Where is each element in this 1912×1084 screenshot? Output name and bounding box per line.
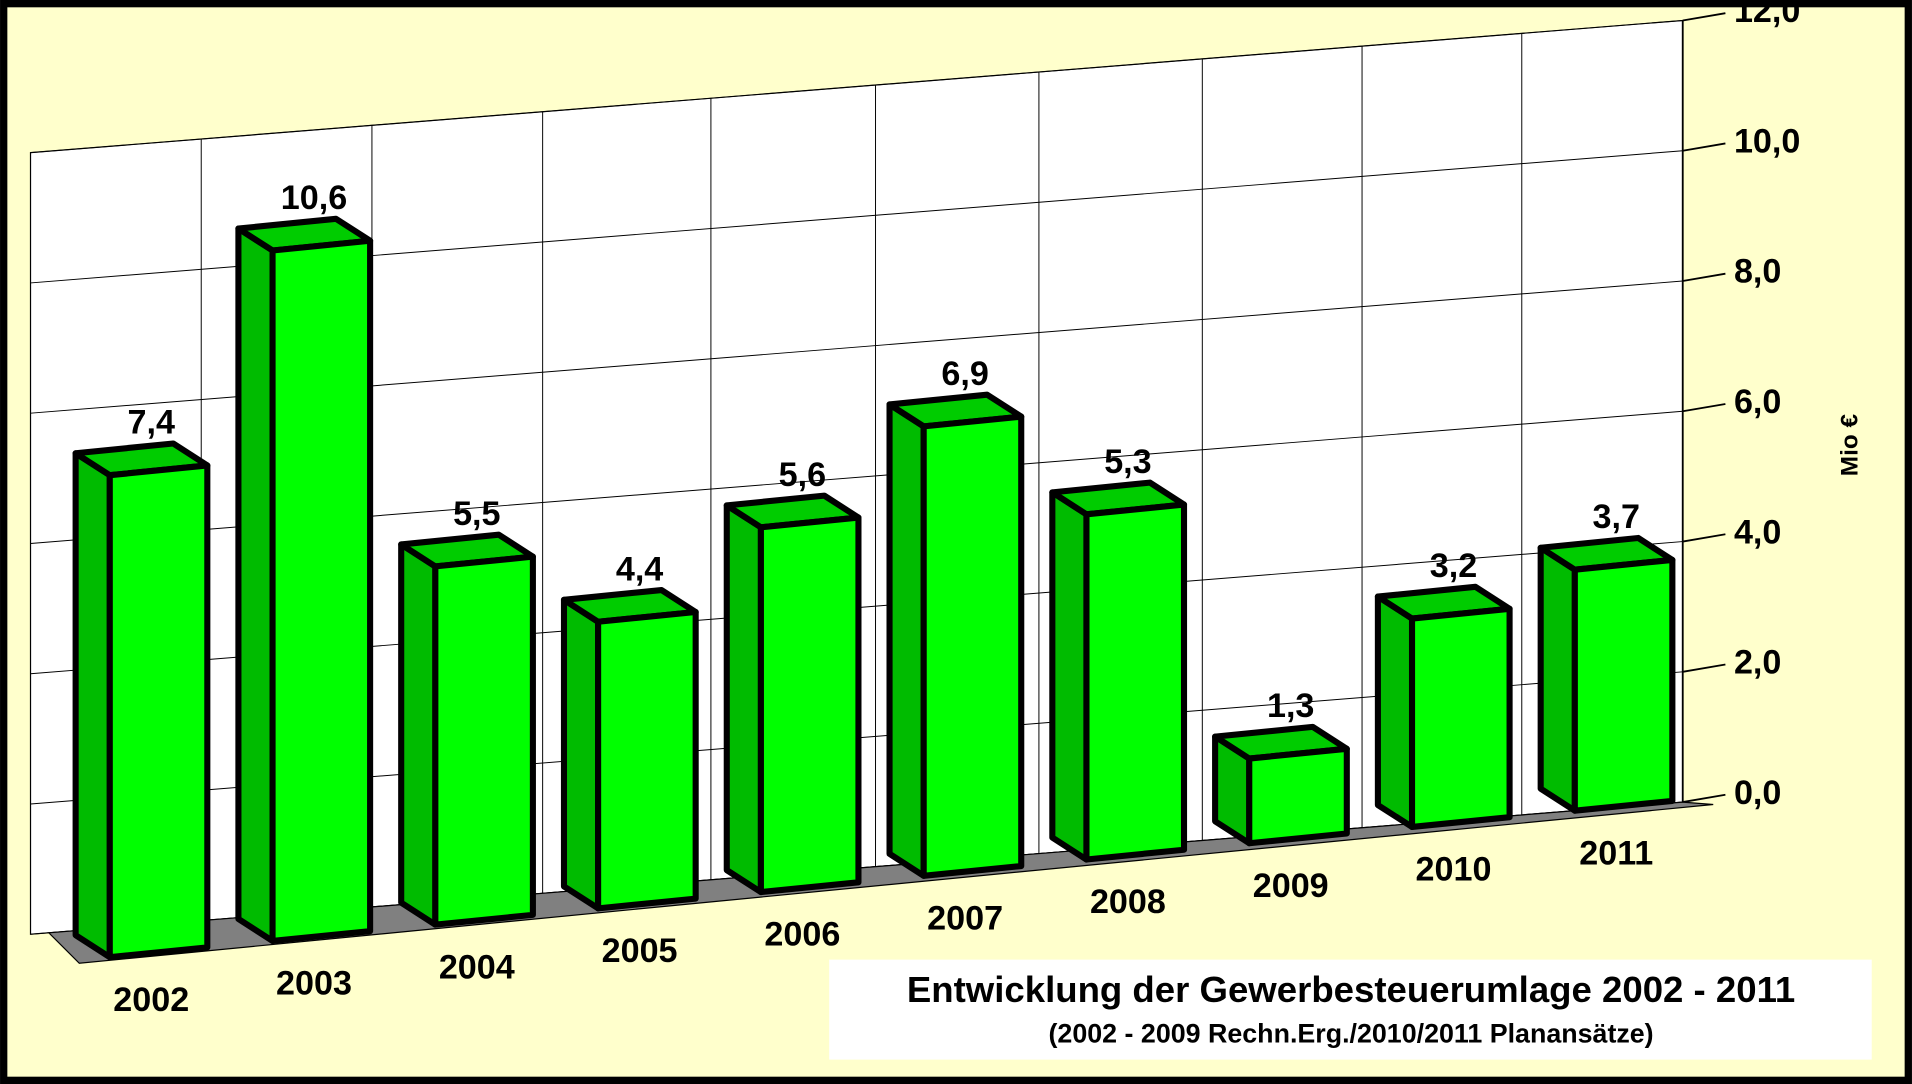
bar [560, 587, 699, 912]
bar-side [1049, 489, 1090, 863]
bar-side [723, 502, 764, 896]
y-tick [1682, 533, 1726, 543]
bar [1212, 723, 1350, 847]
y-tick-label: 8,0 [1734, 253, 1781, 291]
value-label: 5,5 [453, 495, 500, 533]
bar-front [1246, 745, 1350, 847]
y-tick [1682, 663, 1726, 673]
bar-side [398, 541, 439, 928]
bar-side [886, 401, 927, 879]
x-tick-label: 2007 [927, 899, 1003, 937]
value-label: 10,6 [281, 179, 347, 217]
title-box [829, 959, 1872, 1060]
bar-side [72, 450, 113, 961]
value-label: 1,3 [1267, 687, 1314, 725]
y-tick-label: 2,0 [1734, 644, 1781, 682]
bar-front [920, 413, 1025, 879]
value-label: 5,3 [1104, 443, 1151, 481]
y-axis-label: Mio € [1836, 413, 1863, 476]
bar-front [595, 608, 699, 912]
bar-side [235, 225, 276, 944]
bar-front [1083, 501, 1188, 863]
x-tick-label: 2003 [276, 965, 352, 1003]
y-tick [1682, 272, 1726, 282]
y-tick-label: 12,0 [1734, 0, 1800, 30]
bar [72, 440, 211, 961]
bar-front [757, 514, 862, 896]
value-label: 7,4 [128, 404, 175, 442]
y-tick [1682, 142, 1726, 152]
bar [886, 391, 1025, 879]
y-tick [1682, 12, 1726, 22]
x-tick-label: 2005 [602, 932, 678, 970]
value-label: 3,7 [1593, 498, 1640, 536]
chart-title: Entwicklung der Gewerbesteuerumlage 2002… [907, 969, 1795, 1010]
grid-line [30, 19, 1683, 154]
y-tick [1682, 403, 1726, 413]
chart-subtitle: (2002 - 2009 Rechn.Erg./2010/2011 Planan… [1049, 1018, 1654, 1048]
bar [723, 492, 862, 896]
value-label: 6,9 [941, 355, 988, 393]
bar [1374, 583, 1513, 831]
bar-side [1374, 593, 1416, 831]
bar [1537, 534, 1676, 814]
x-tick-label: 2009 [1253, 867, 1329, 905]
bar [398, 531, 536, 928]
bar [235, 215, 374, 944]
value-label: 4,4 [616, 550, 663, 588]
x-tick-label: 2004 [439, 948, 515, 986]
bar-side [560, 596, 602, 912]
bar-side [1537, 544, 1578, 814]
y-tick-label: 0,0 [1734, 774, 1781, 812]
x-tick-label: 2011 [1579, 834, 1653, 872]
bar [1049, 479, 1188, 863]
x-tick-label: 2010 [1416, 851, 1492, 889]
x-tick-label: 2002 [113, 981, 189, 1019]
bar-front [1408, 605, 1513, 831]
x-tick-label: 2006 [764, 916, 840, 954]
bar-front [106, 462, 211, 961]
bar-front [269, 237, 374, 944]
y-tick [1682, 793, 1726, 803]
value-label: 3,2 [1430, 547, 1477, 585]
y-tick-label: 10,0 [1734, 122, 1800, 160]
x-tick-label: 2008 [1090, 883, 1166, 921]
y-tick-label: 6,0 [1734, 383, 1781, 421]
y-tick-label: 4,0 [1734, 513, 1781, 551]
bars: 7,4 2002 10,6 2003 5,5 2004 4,4 2005 5,6 2006 6,9 2… [72, 179, 1676, 1019]
bar-front [1571, 556, 1676, 814]
bar-front [432, 553, 536, 928]
value-label: 5,6 [779, 456, 826, 494]
